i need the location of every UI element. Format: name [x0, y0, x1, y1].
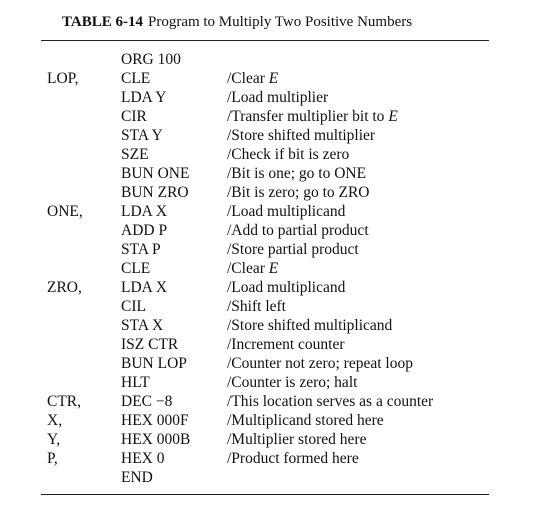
listing-line: BUN ONE/Bit is one; go to ONE: [0, 164, 535, 183]
line-instruction: CIL: [121, 298, 146, 315]
line-label: X,: [47, 412, 63, 429]
table-caption: TABLE 6-14 Program to Multiply Two Positi…: [62, 13, 482, 31]
line-instruction: HEX 000B: [121, 431, 191, 448]
listing-line: CTR, DEC −8/This location serves as a cou…: [0, 392, 535, 411]
listing-line: CLE/Clear E: [0, 259, 535, 278]
table-title: Program to Multiply Two Positive Numbers: [147, 14, 413, 30]
line-comment: /Store partial product: [227, 241, 359, 258]
line-instruction: LDA Y: [121, 89, 167, 106]
line-label: Y,: [47, 431, 61, 448]
listing-line: BUN LOP/Counter not zero; repeat loop: [0, 354, 535, 373]
line-comment: /Bit is one; go to ONE: [227, 165, 367, 182]
line-label: LOP,: [47, 70, 79, 87]
line-comment: /Clear E: [227, 70, 279, 87]
listing-line: ADD P/Add to partial product: [0, 221, 535, 240]
listing-line: P, HEX 0/Product formed here: [0, 449, 535, 468]
line-instruction: SZE: [121, 146, 149, 163]
line-comment: /This location serves as a counter: [227, 393, 434, 410]
line-instruction: END: [121, 469, 153, 486]
line-comment: /Shift left: [227, 298, 286, 315]
listing-line: STA Y/Store shifted multiplier: [0, 126, 535, 145]
listing-line: CIR/Transfer multiplier bit to E: [0, 107, 535, 126]
line-instruction: STA X: [121, 317, 164, 334]
line-instruction: HLT: [121, 374, 150, 391]
line-label: P,: [47, 450, 58, 467]
line-instruction: DEC −8: [121, 393, 173, 410]
line-comment: /Add to partial product: [227, 222, 369, 239]
listing-line: LOP, CLE/Clear E: [0, 69, 535, 88]
line-instruction: ISZ CTR: [121, 336, 179, 353]
listing-line: STA P/Store partial product: [0, 240, 535, 259]
line-instruction: STA Y: [121, 127, 163, 144]
listing-line: Y, HEX 000B/Multiplier stored here: [0, 430, 535, 449]
line-instruction: BUN LOP: [121, 355, 187, 372]
line-instruction: BUN ZRO: [121, 184, 189, 201]
line-label: ZRO,: [47, 279, 82, 296]
listing-line: LDA Y/Load multiplier: [0, 88, 535, 107]
listing-line: ONE, LDA X/Load multiplicand: [0, 202, 535, 221]
listing-line: STA X/Store shifted multiplicand: [0, 316, 535, 335]
listing-line: END: [0, 468, 535, 487]
line-comment: /Transfer multiplier bit to E: [227, 108, 398, 125]
line-instruction: CLE: [121, 70, 151, 87]
listing-line: HLT/Counter is zero; halt: [0, 373, 535, 392]
line-comment: /Load multiplicand: [227, 203, 346, 220]
listing-line: ZRO, LDA X/Load multiplicand: [0, 278, 535, 297]
line-instruction: ORG 100: [121, 51, 181, 68]
line-instruction: LDA X: [121, 203, 168, 220]
line-instruction: STA P: [121, 241, 161, 258]
line-comment: /Clear E: [227, 260, 279, 277]
line-instruction: BUN ONE: [121, 165, 190, 182]
bottom-rule: [41, 494, 489, 495]
line-comment: /Counter not zero; repeat loop: [227, 355, 413, 372]
line-instruction: HEX 0: [121, 450, 165, 467]
line-comment: /Load multiplier: [227, 89, 329, 106]
listing-line: BUN ZRO/Bit is zero; go to ZRO: [0, 183, 535, 202]
program-listing: ORG 100 LOP, CLE/Clear E LDA Y/Load multipl…: [0, 50, 535, 487]
line-comment: /Store shifted multiplier: [227, 127, 376, 144]
line-comment: /Increment counter: [227, 336, 345, 353]
top-rule: [41, 40, 489, 41]
listing-line: X, HEX 000F/Multiplicand stored here: [0, 411, 535, 430]
line-comment: /Product formed here: [227, 450, 359, 467]
line-comment: /Multiplier stored here: [227, 431, 367, 448]
listing-line: CIL/Shift left: [0, 297, 535, 316]
listing-line: ORG 100: [0, 50, 535, 69]
table-number: TABLE 6-14: [62, 14, 143, 30]
line-instruction: CIR: [121, 108, 147, 125]
line-instruction: ADD P: [121, 222, 168, 239]
line-comment: /Bit is zero; go to ZRO: [227, 184, 370, 201]
listing-line: SZE/Check if bit is zero: [0, 145, 535, 164]
line-label: ONE,: [47, 203, 83, 220]
line-comment: /Multiplicand stored here: [227, 412, 384, 429]
line-instruction: CLE: [121, 260, 151, 277]
line-label: CTR,: [47, 393, 82, 410]
line-comment: /Store shifted multiplicand: [227, 317, 393, 334]
line-comment: /Counter is zero; halt: [227, 374, 358, 391]
line-comment: /Check if bit is zero: [227, 146, 350, 163]
line-instruction: LDA X: [121, 279, 168, 296]
line-comment: /Load multiplicand: [227, 279, 346, 296]
line-instruction: HEX 000F: [121, 412, 189, 429]
listing-line: ISZ CTR/Increment counter: [0, 335, 535, 354]
